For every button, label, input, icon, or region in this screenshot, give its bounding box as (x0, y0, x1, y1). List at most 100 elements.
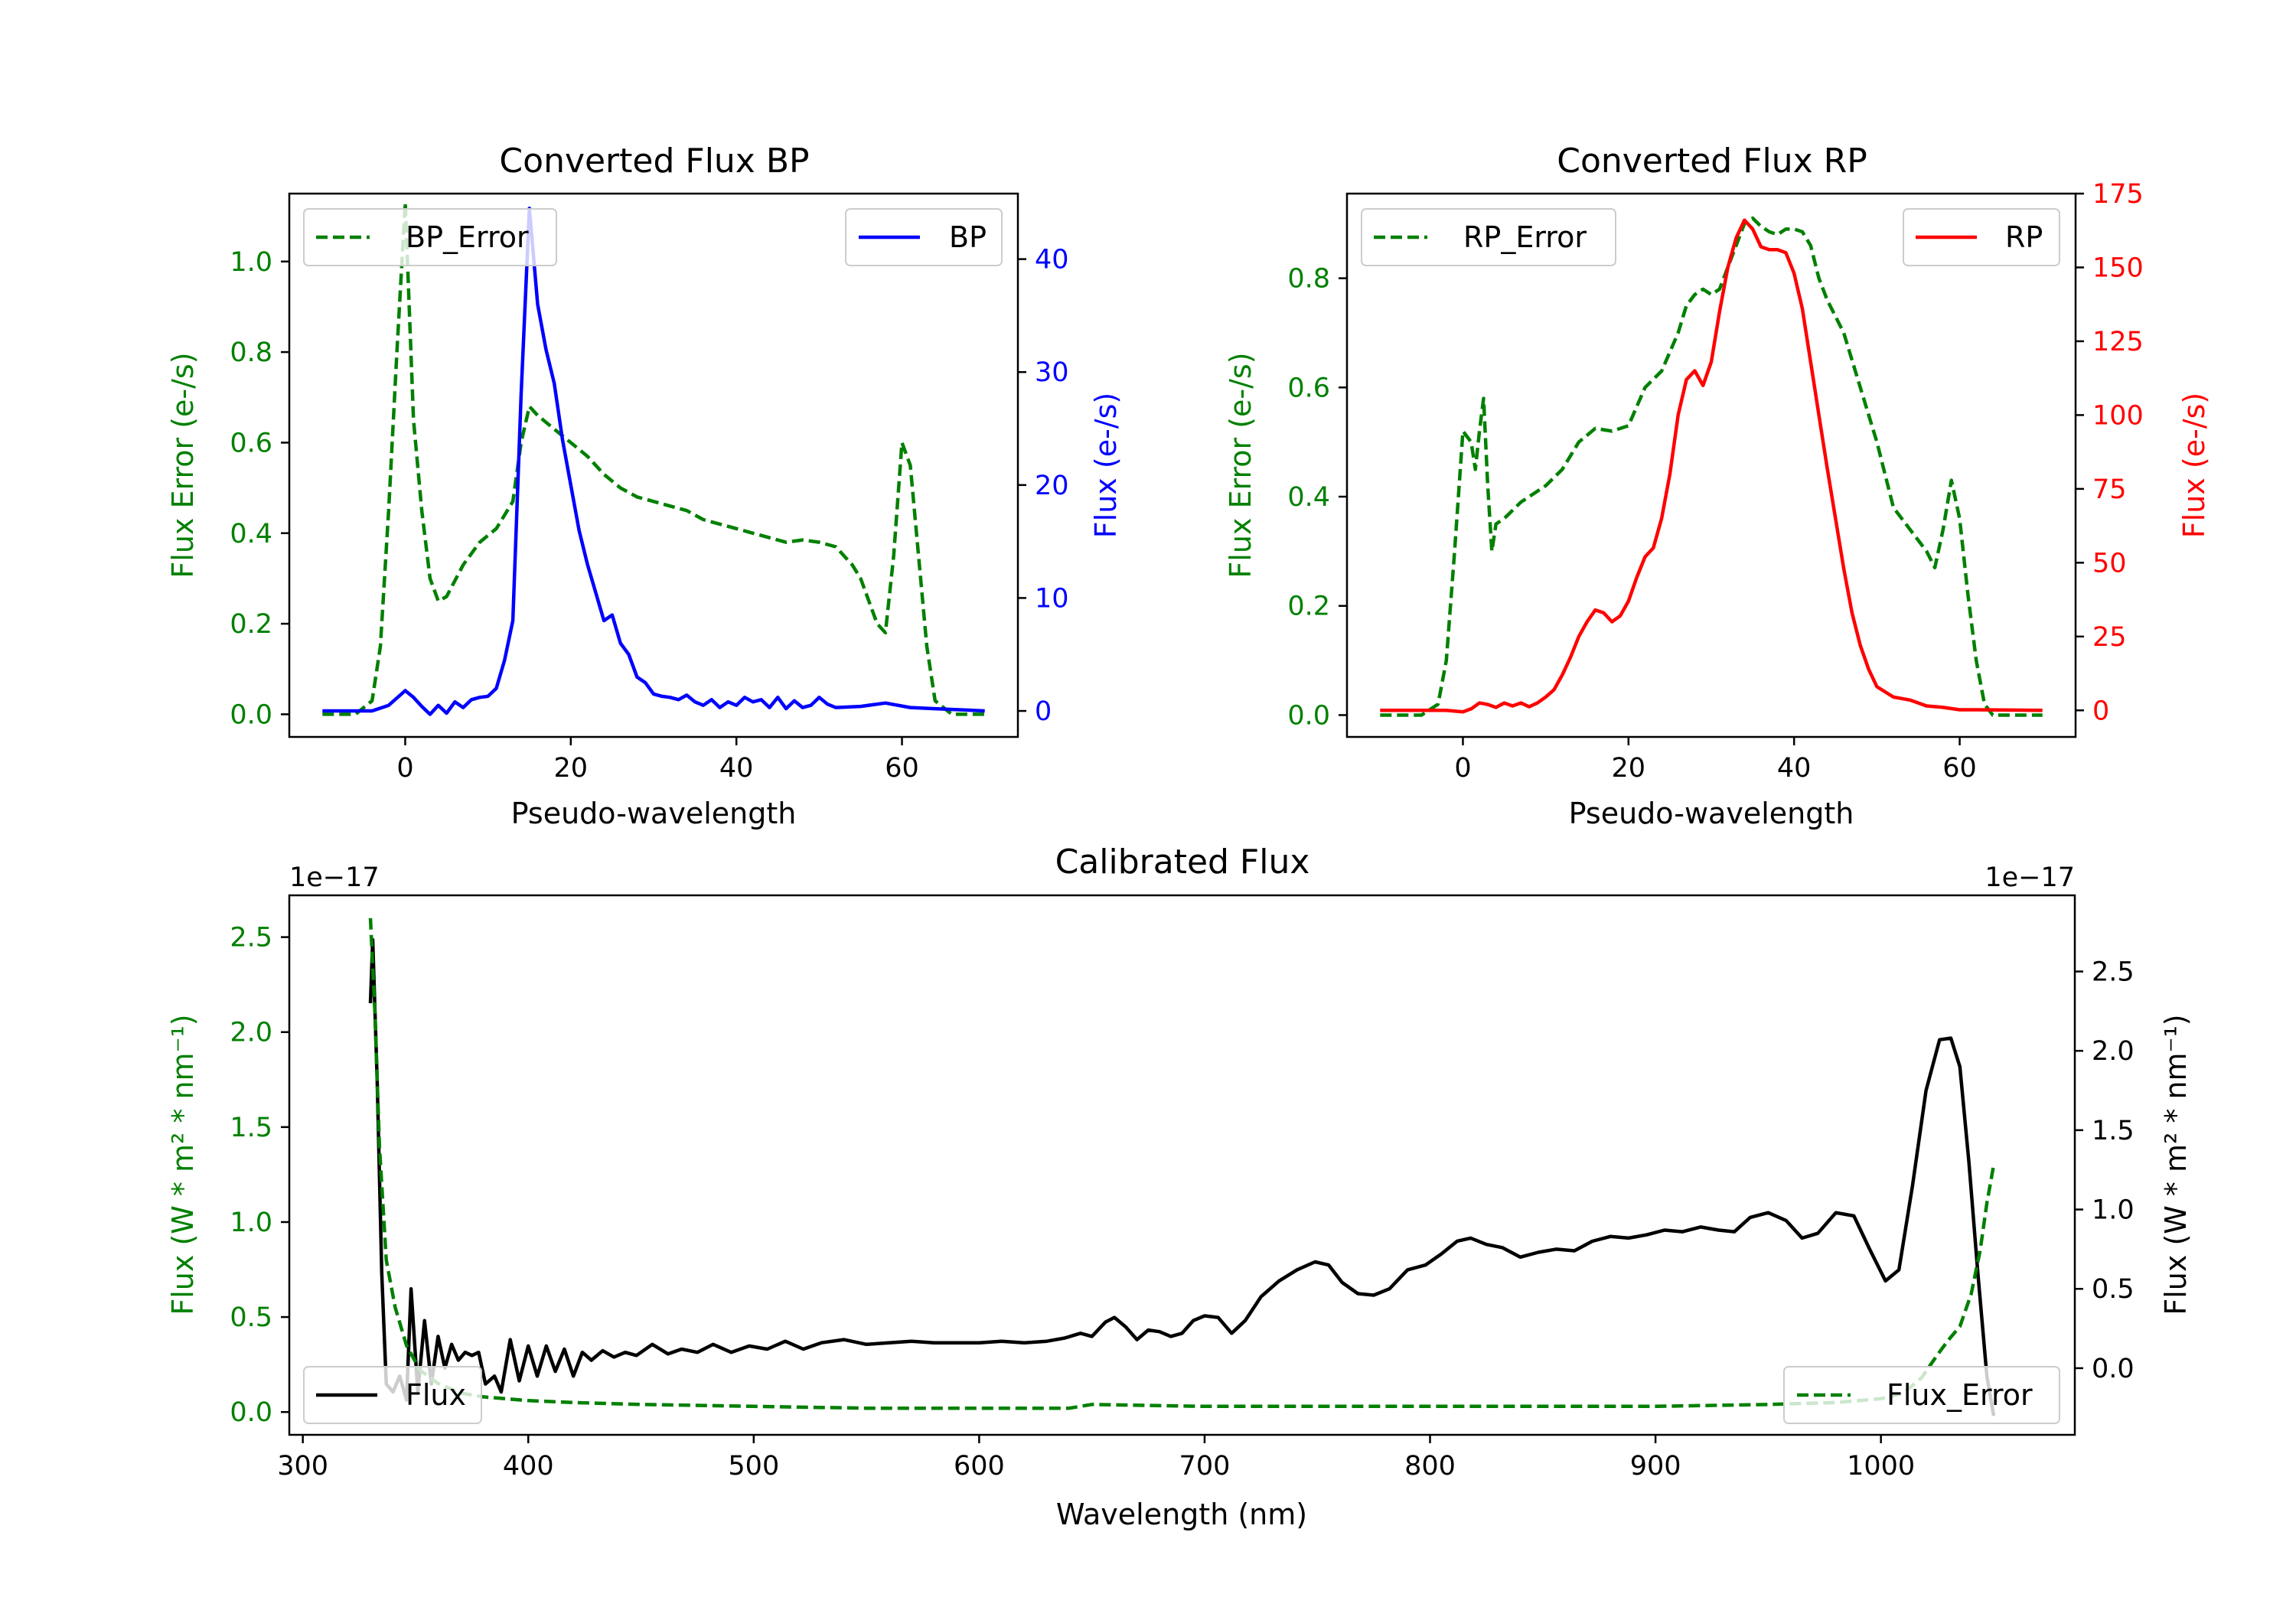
bp-legend-label: BP (949, 220, 987, 254)
bp-left-tick-label: 0.2 (230, 609, 272, 640)
bp-x-tick-label: 40 (719, 753, 754, 784)
rp-right-tick-label: 50 (2092, 548, 2127, 579)
bp-right-tick-label: 20 (1035, 471, 1069, 501)
calibrated-right-tick-label: 0.5 (2092, 1274, 2135, 1305)
rp-legend: RP (1903, 208, 2060, 266)
bp-right-tick-label: 40 (1035, 245, 1069, 275)
rp-axes-frame (1345, 192, 2077, 738)
bp-legend: BP (845, 208, 1003, 266)
rp-error-legend: RP_Error (1361, 208, 1616, 266)
bp-error-legend-label: BP_Error (406, 220, 529, 254)
bp-left-tick-label: 1.0 (230, 247, 272, 278)
calibrated-flux-legend-box (303, 1366, 482, 1424)
rp-left-tick-label: 0.0 (1287, 700, 1330, 731)
bp-series-bp-error (322, 200, 985, 716)
calibrated-title: Calibrated Flux (1055, 843, 1310, 882)
rp-x-tick-label: 60 (1942, 753, 1977, 784)
bp-title: Converted Flux BP (499, 142, 809, 181)
rp-series-rp (1380, 218, 2043, 714)
calibrated-x-ticks: 300 400 500 600 700 800 900 1000 (277, 1435, 1915, 1482)
calibrated-plot-area (368, 918, 1996, 1416)
bp-x-tick-label: 0 (396, 753, 413, 784)
rp-left-tick-label: 0.6 (1287, 373, 1330, 403)
rp-legend-label: RP (2005, 220, 2043, 254)
calibrated-x-tick-label: 700 (1179, 1451, 1231, 1482)
calibrated-axes-frame (288, 894, 2076, 1436)
calibrated-left-tick-label: 0.0 (230, 1397, 272, 1428)
calibrated-left-tick-label: 0.5 (230, 1302, 272, 1333)
bp-left-tick-label: 0.6 (230, 428, 272, 458)
calibrated-left-axis-label: Flux (W * m² * nm⁻¹) (166, 1014, 200, 1315)
rp-right-tick-label: 150 (2092, 253, 2144, 283)
rp-error-legend-label: RP_Error (1463, 220, 1587, 254)
rp-x-label: Pseudo-wavelength (1569, 797, 1854, 830)
bp-left-tick-label: 0.0 (230, 699, 272, 730)
calibrated-right-tick-label: 2.0 (2092, 1036, 2135, 1067)
bp-error-legend-box (303, 208, 557, 266)
calibrated-right-ticks: 0.0 0.5 1.0 1.5 2.0 2.5 (2075, 957, 2135, 1384)
calibrated-left-ticks: 0.0 0.5 1.0 1.5 2.0 2.5 (230, 923, 289, 1428)
rp-left-tick-label: 0.4 (1287, 482, 1330, 513)
calibrated-left-tick-label: 2.0 (230, 1018, 272, 1048)
calibrated-x-tick-label: 300 (277, 1451, 328, 1482)
calibrated-left-tick-label: 1.0 (230, 1208, 272, 1238)
rp-series-rp-error (1380, 216, 2043, 717)
rp-left-ticks: 0.0 0.2 0.4 0.6 0.8 (1287, 264, 1347, 731)
rp-right-tick-label: 0 (2092, 696, 2109, 726)
rp-x-ticks: 0 20 40 60 (1454, 737, 1977, 784)
bp-x-tick-label: 20 (554, 753, 589, 784)
bp-plot-area (322, 200, 985, 716)
calibrated-right-tick-label: 1.5 (2092, 1116, 2135, 1146)
rp-x-tick-label: 20 (1612, 753, 1646, 784)
calibrated-error-legend-box (1783, 1366, 2060, 1424)
calibrated-series-flux-error (368, 918, 1996, 1410)
calibrated-x-tick-label: 600 (954, 1451, 1005, 1482)
bp-left-tick-label: 0.8 (230, 337, 272, 368)
rp-x-tick-label: 40 (1777, 753, 1812, 784)
calibrated-x-tick-label: 400 (503, 1451, 554, 1482)
bp-legend-box (845, 208, 1003, 266)
calibrated-x-tick-label: 900 (1630, 1451, 1681, 1482)
calibrated-x-tick-label: 500 (728, 1451, 779, 1482)
bp-left-ticks: 0.0 0.2 0.4 0.6 0.8 1.0 (230, 247, 289, 730)
bp-x-tick-label: 60 (885, 753, 919, 784)
calibrated-error-legend: Flux_Error (1783, 1366, 2060, 1424)
bp-left-tick-label: 0.4 (230, 519, 272, 549)
calibrated-right-axis-label: Flux (W * m² * nm⁻¹) (2159, 1014, 2193, 1315)
bp-x-ticks: 0 20 40 60 (396, 737, 919, 784)
calibrated-right-tick-label: 0.0 (2092, 1354, 2135, 1384)
calibrated-right-offset: 1e−17 (1985, 862, 2075, 893)
panel-rp: Converted Flux RP 0 20 40 60 0.00.20.40.60.… (1224, 142, 2211, 830)
rp-title: Converted Flux RP (1557, 142, 1867, 181)
calibrated-series-flux (368, 937, 1996, 1416)
rp-legend-box (1903, 208, 2060, 266)
bp-x-label: Pseudo-wavelength (511, 797, 797, 830)
rp-x-tick-label: 0 (1454, 753, 1471, 784)
panel-calibrated: Calibrated Flux 300 400 500 600 700 800 900 100… (166, 843, 2193, 1531)
rp-error-legend-box (1361, 208, 1616, 266)
rp-right-tick-label: 100 (2092, 400, 2144, 431)
calibrated-left-tick-label: 2.5 (230, 923, 272, 953)
rp-left-axis-label: Flux Error (e-/s) (1224, 352, 1257, 578)
bp-left-axis-label: Flux Error (e-/s) (166, 352, 200, 578)
calibrated-right-tick-label: 1.0 (2092, 1195, 2135, 1226)
calibrated-right-tick-label: 2.5 (2092, 957, 2135, 988)
calibrated-left-offset: 1e−17 (289, 862, 380, 893)
bp-right-ticks: 0 10 20 30 40 (1018, 245, 1069, 727)
rp-left-tick-label: 0.8 (1287, 264, 1330, 295)
bp-right-axis-label: Flux (e-/s) (1089, 393, 1123, 538)
calibrated-flux-legend-label: Flux (406, 1378, 466, 1412)
bp-right-tick-label: 0 (1035, 696, 1052, 727)
rp-plot-area (1380, 216, 2043, 717)
rp-right-axis-label: Flux (e-/s) (2177, 393, 2211, 538)
rp-right-ticks: 0 25 50 75 100 125 150 175 (2076, 179, 2144, 726)
rp-right-tick-label: 175 (2092, 179, 2144, 210)
calibrated-flux-legend: Flux (303, 1366, 482, 1424)
rp-right-tick-label: 75 (2092, 474, 2127, 505)
rp-left-tick-label: 0.2 (1287, 592, 1330, 622)
bp-right-tick-label: 30 (1035, 357, 1069, 388)
calibrated-error-legend-label: Flux_Error (1887, 1378, 2033, 1412)
panel-bp: Converted Flux BP 0 20 40 60 0.00.20.40.60.… (166, 142, 1123, 830)
bp-right-tick-label: 10 (1035, 583, 1069, 614)
